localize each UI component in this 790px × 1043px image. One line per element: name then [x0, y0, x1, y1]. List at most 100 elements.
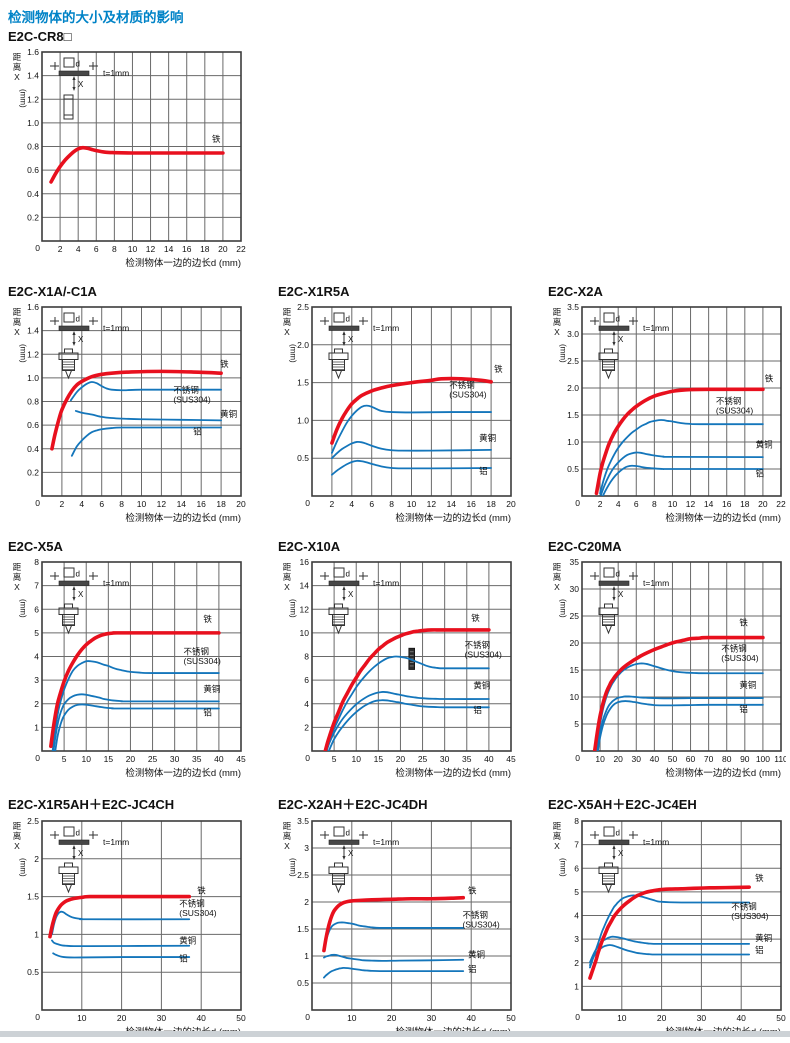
y-axis-tick-label: 10: [570, 692, 580, 702]
curve-sus304: [589, 894, 751, 969]
x-axis-tick-label: 10: [128, 244, 138, 254]
x-axis-tick-label: 35: [462, 754, 472, 764]
curve-label-iron: 铁: [471, 613, 480, 623]
y-axis-tick-label: 5: [574, 719, 579, 729]
curves: [50, 369, 223, 457]
inset-thickness-label: t=1mm: [103, 323, 129, 333]
x-axis-tick-label: 14: [177, 499, 187, 509]
svg-text:距: 距: [13, 307, 22, 317]
chart-title: E2C-X1R5AH＋E2C-JC4CH: [8, 797, 175, 812]
svg-text:X: X: [284, 327, 290, 337]
x-axis-tick-label: 15: [374, 754, 384, 764]
axis-tick-labels: 35 30 25 20 15 10 5 10 20 30 40 50 60 70 80 90 100 110 0: [570, 557, 786, 764]
inset-target-plate: [598, 580, 630, 586]
inset-target-plate: [328, 325, 360, 331]
x-axis-tick-label: 25: [148, 754, 158, 764]
curve-label-iron: 铁: [468, 885, 477, 895]
curve-brass: [323, 953, 465, 962]
y-axis-tick-label: 4: [574, 911, 579, 921]
plot-border: [311, 820, 512, 1011]
inset-d-label: d: [76, 570, 80, 579]
plot-border: [581, 561, 782, 752]
inset-x-label: X: [78, 849, 84, 858]
curve-label-aluminum: 铝: [739, 704, 748, 714]
y-axis-unit: (mm): [289, 344, 298, 363]
grid-spacer: [278, 29, 516, 274]
y-axis-unit: (mm): [19, 89, 28, 108]
axis-tick-labels: 8 7 6 5 4 3 2 1 10 20 30 40 50 0: [574, 816, 786, 1023]
x-axis-tick-label: 4: [616, 499, 621, 509]
y-axis-unit: (mm): [559, 858, 568, 877]
sensor-target-inset-icon: d t=1mm X: [320, 826, 399, 894]
plot-grid: [42, 52, 241, 241]
curve-label-aluminum: 铝: [203, 708, 212, 718]
inset-x-label: X: [78, 335, 84, 344]
chart-title: E2C-X1A/-C1A: [8, 284, 97, 299]
y-axis-label: 距离X (mm): [553, 307, 568, 363]
y-axis-tick-label: 1.0: [567, 437, 579, 447]
inset-x-label: X: [78, 590, 84, 599]
svg-text:离: 离: [283, 317, 292, 327]
curve-sus304: [331, 404, 492, 454]
chart-title: E2C-C20MA: [548, 539, 622, 554]
curve-label-aluminum: 铝: [756, 469, 765, 479]
curve-label-iron: 铁: [203, 614, 212, 624]
y-axis-tick-label: 2: [304, 897, 309, 907]
curve-aluminum: [52, 952, 191, 959]
x-axis-tick-label: 35: [192, 754, 202, 764]
sensor-target-inset-icon: d t=1mm X: [50, 826, 129, 894]
inset-target-plate: [598, 325, 630, 331]
y-axis-tick-label: 20: [570, 638, 580, 648]
svg-text:X: X: [554, 582, 560, 592]
curve-aluminum: [597, 700, 764, 751]
curve-iron: [594, 387, 765, 496]
y-axis-unit: (mm): [19, 599, 28, 618]
y-axis-tick-label: 0.2: [27, 212, 39, 222]
x-axis-tick-label: 20: [657, 1013, 667, 1023]
x-axis-tick-label: 90: [740, 754, 750, 764]
y-axis-label: 距离X (mm): [283, 562, 298, 618]
x-axis-title: 检测物体一边的边长d (mm): [395, 767, 511, 779]
x-axis-title: 检测物体一边的边长d (mm): [665, 767, 781, 779]
x-axis-tick-label: 18: [740, 499, 750, 509]
x-axis-title: 检测物体一边的边长d (mm): [665, 512, 781, 524]
y-axis-label: 距离X (mm): [13, 52, 28, 108]
y-axis-tick-label: 2.5: [27, 816, 39, 826]
origin-label: 0: [575, 498, 580, 508]
x-axis-tick-label: 20: [506, 499, 516, 509]
plot-grid: [312, 821, 511, 1010]
curve-label-sus304: 不锈钢: [721, 644, 747, 654]
chart-title: E2C-X10A: [278, 539, 341, 554]
y-axis-tick-label: 0.2: [27, 467, 39, 477]
x-axis-tick-label: 40: [650, 754, 660, 764]
x-axis-tick-label: 10: [347, 1013, 357, 1023]
svg-text:X: X: [284, 582, 290, 592]
y-axis-label: 距离X (mm): [13, 821, 28, 877]
y-axis-unit: (mm): [19, 344, 28, 363]
charts-grid: E2C-CR8□ 1.6 1.4 1.2 1.0 0.8 0.6 0.4 0.2 2 4 6 8 10 12…: [8, 29, 790, 1043]
x-axis-tick-label: 40: [196, 1013, 206, 1023]
y-axis-tick-label: 1.4: [27, 326, 39, 336]
x-axis-tick-label: 18: [216, 499, 226, 509]
svg-text:距: 距: [283, 821, 292, 831]
y-axis-tick-label: 8: [304, 652, 309, 662]
x-axis-tick-label: 5: [332, 754, 337, 764]
axis-tick-labels: 3.5 3 2.5 2 1.5 1 0.5 10 20 30 40 50 0: [297, 816, 516, 1023]
sensor-target-inset-icon: d t=1mm X: [320, 567, 399, 635]
origin-label: 0: [305, 498, 310, 508]
y-axis-tick-label: 1.6: [27, 47, 39, 57]
x-axis-tick-label: 22: [776, 499, 786, 509]
inset-target-plate: [598, 839, 630, 845]
curve-label-iron: 铁: [212, 134, 221, 144]
y-axis-tick-label: 7: [574, 840, 579, 850]
x-axis-tick-label: 10: [595, 754, 605, 764]
inset-x-label: X: [348, 849, 354, 858]
chart-block-4: E2C-X2A 3.5 3.0 2.5 2.0 1.5 1.0 0.5 2 4 6 8 10 12 14 16…: [548, 284, 786, 529]
inset-d-label: d: [346, 315, 350, 324]
chart-block-7: E2C-C20MA 35 30 25 20 15 10 5 10 20 30 40 50 60 70 80 90…: [548, 539, 786, 784]
y-axis-tick-label: 3: [574, 934, 579, 944]
curve-label-aluminum: 铝: [479, 466, 488, 476]
curves: [588, 885, 751, 980]
x-axis-tick-label: 12: [157, 499, 167, 509]
